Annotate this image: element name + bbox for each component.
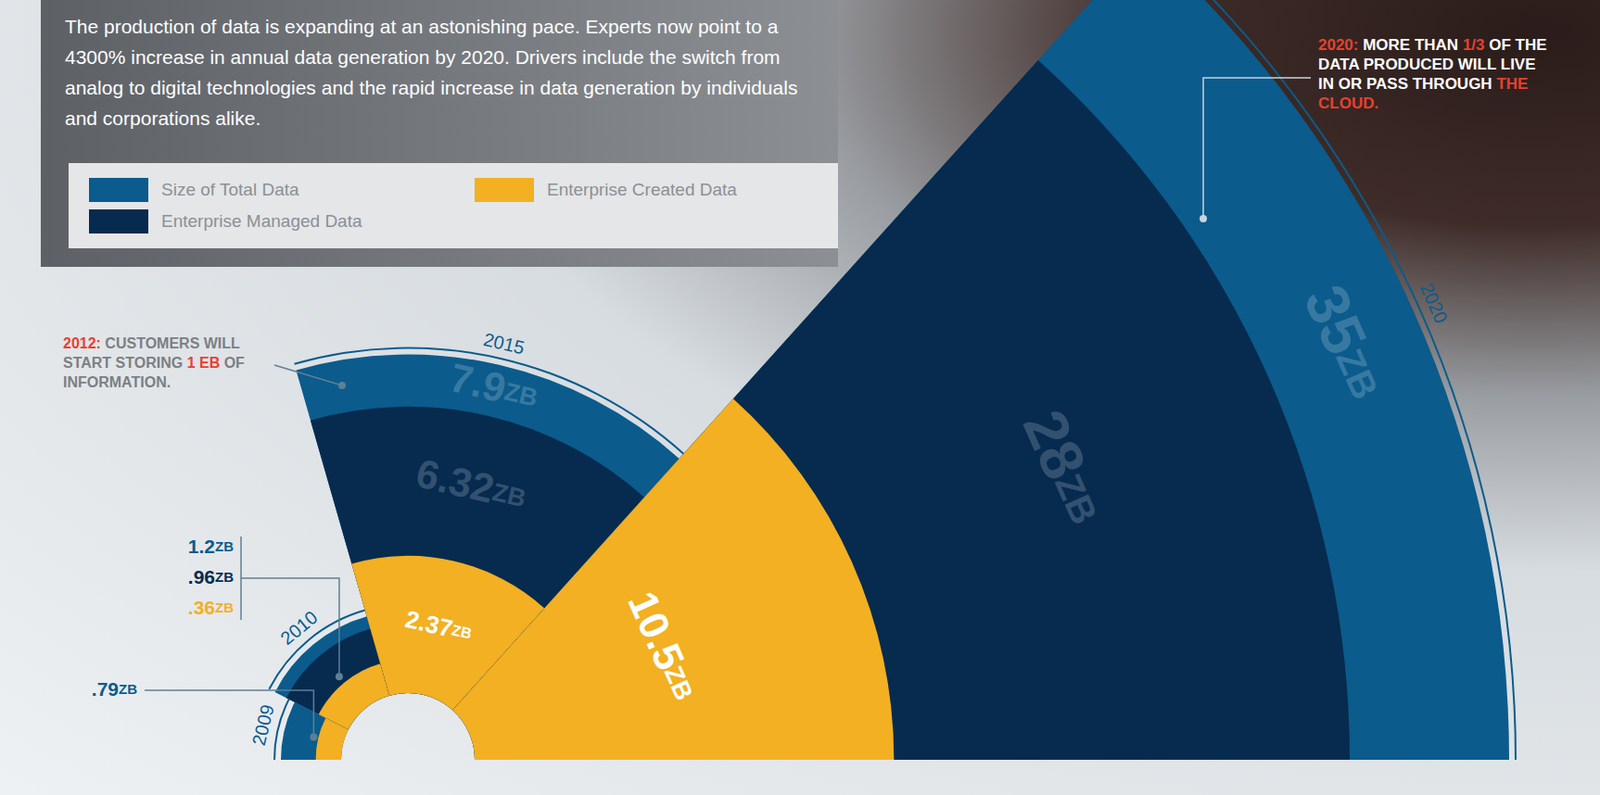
svg-text:.36ZB: .36ZB — [188, 596, 234, 619]
svg-text:1.2ZB: 1.2ZB — [188, 535, 234, 558]
svg-text:2015: 2015 — [482, 329, 527, 358]
html-text:Enterprise Created Data: Enterprise Created Data — [546, 179, 737, 200]
svg-text:2009: 2009 — [248, 702, 279, 748]
svg-text:10.5ZB: 10.5ZB — [619, 584, 708, 708]
svg-text:.79ZB: .79ZB — [91, 678, 138, 700]
svg-text:2.37ZB: 2.37ZB — [402, 605, 475, 648]
svg-text:28ZB: 28ZB — [1009, 400, 1119, 535]
html-text:2020: MORE THAN 1/3 OF THE DAT: 2020: MORE THAN 1/3 OF THE DATA PRODUCED… — [1318, 36, 1552, 113]
svg-text:2010: 2010 — [276, 607, 321, 649]
svg-text:2020: 2020 — [1416, 279, 1452, 327]
html-text:Size of Total Data: Size of Total Data — [161, 179, 300, 200]
svg-text:6.32ZB: 6.32ZB — [411, 451, 531, 521]
svg-text:7.9ZB: 7.9ZB — [445, 355, 544, 420]
svg-text:.96ZB: .96ZB — [188, 566, 234, 588]
html-text:The production of data is expa: The production of data is expanding at a… — [64, 15, 798, 129]
svg-text:35ZB: 35ZB — [1291, 275, 1401, 410]
html-text:2012: CUSTOMERS WILL START STO: 2012: CUSTOMERS WILL START STORING 1 EB … — [63, 335, 249, 391]
html-text:Enterprise Managed Data: Enterprise Managed Data — [161, 211, 362, 231]
